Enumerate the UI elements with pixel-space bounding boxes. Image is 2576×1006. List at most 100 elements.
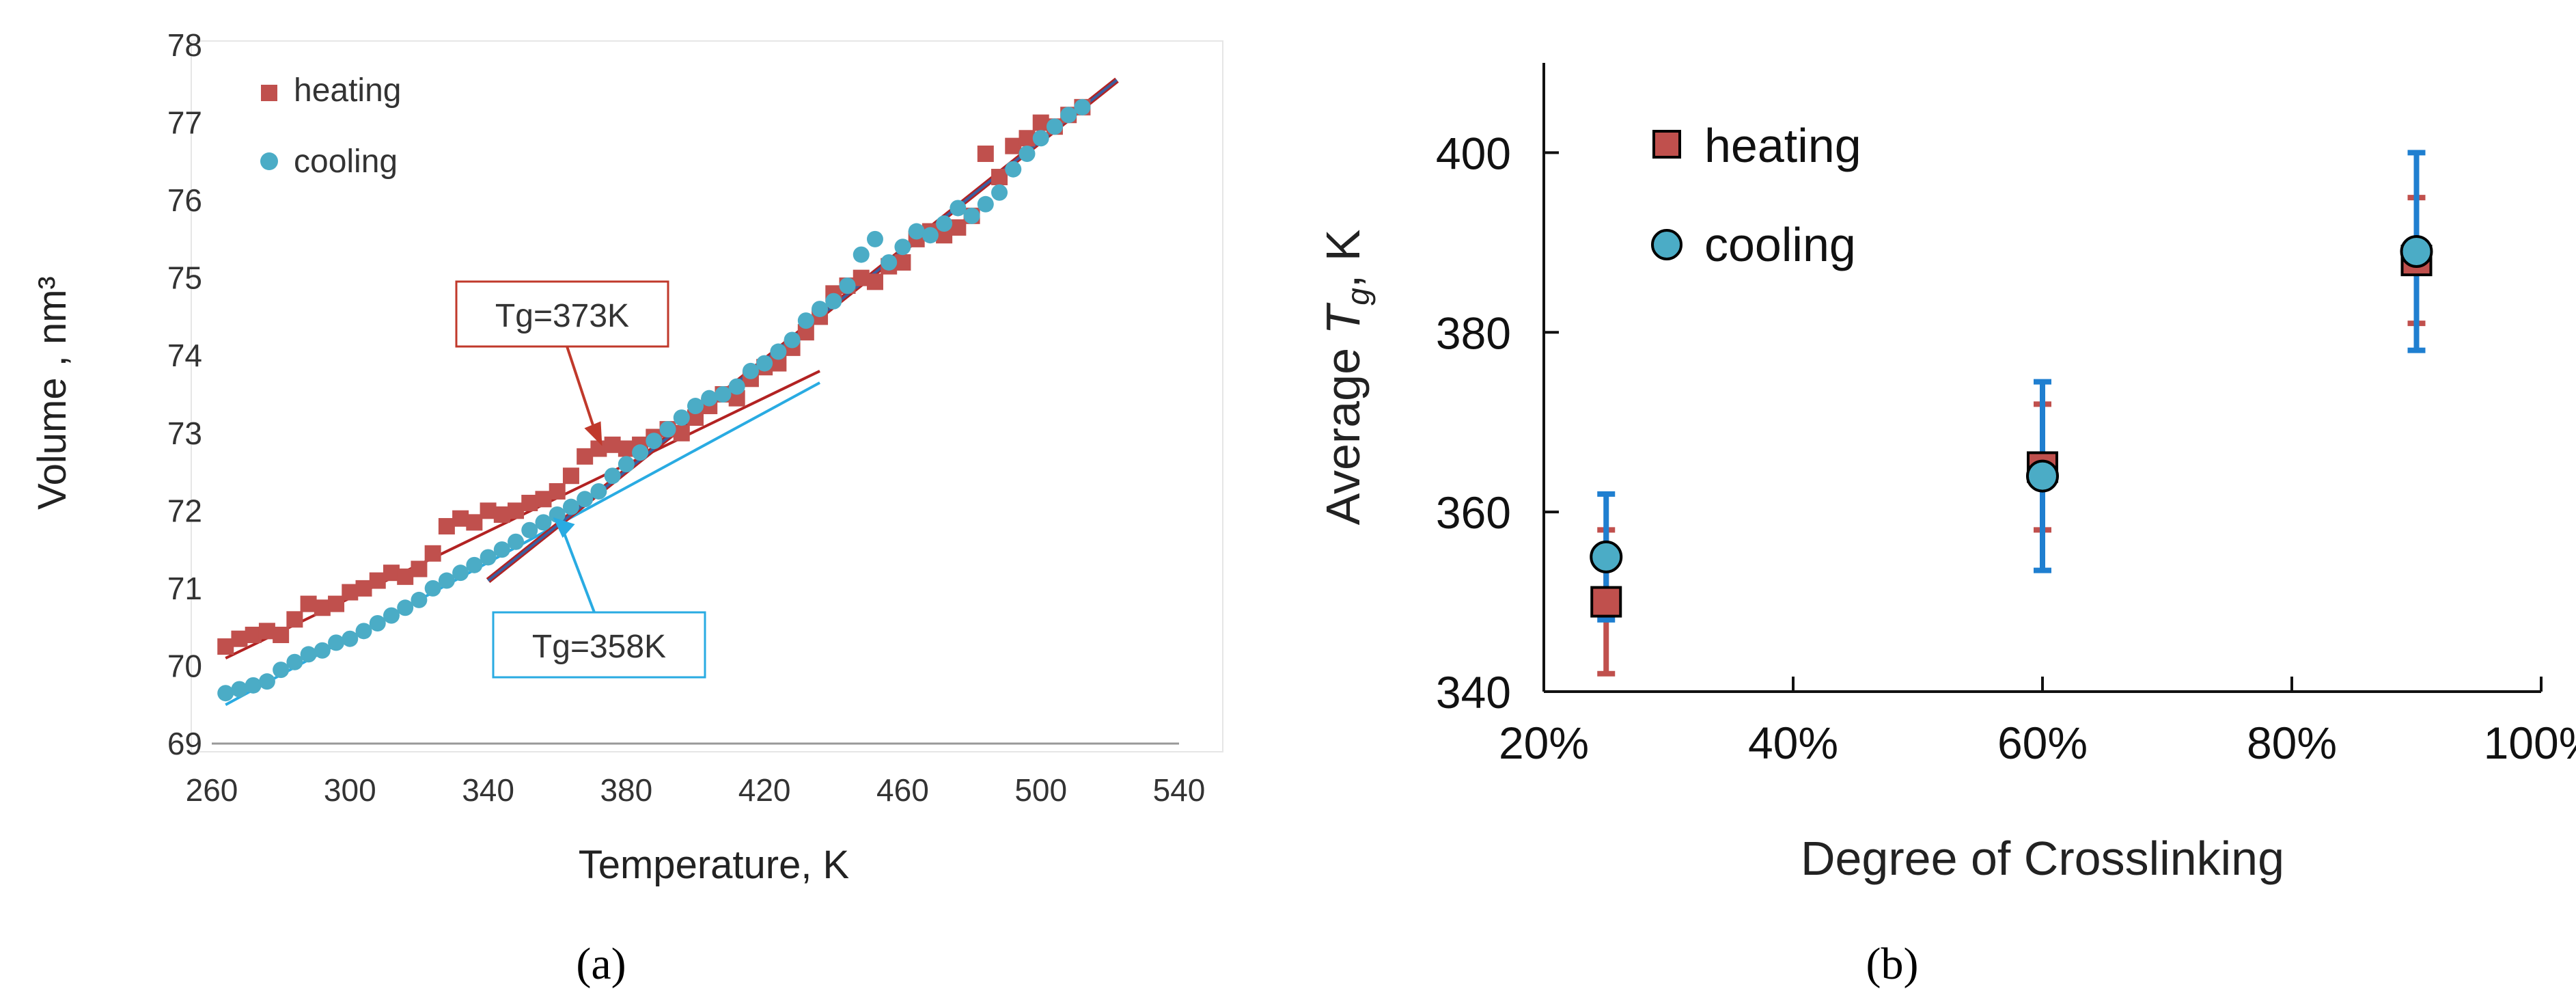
heating-point [245,627,262,644]
cooling-point [756,355,773,372]
panel-a-y-tick-label: 74 [167,338,202,373]
heating-point [328,595,345,612]
panel-a-x-tick-label: 540 [1153,772,1206,808]
cooling-point [659,421,676,438]
panel-a-x-tick-label: 460 [876,772,929,808]
panel-b-x-tick-label: 20% [1499,718,1589,768]
cooling-point [258,673,275,690]
cooling-point [1074,98,1091,115]
panel-a-x-axis-label: Temperature, K [579,843,850,887]
panel-a-y-tick-label: 71 [167,571,202,606]
cooling-point [590,482,607,500]
cooling-point [922,227,939,244]
cooling-point [383,607,400,624]
heating-point [438,518,455,535]
panel-b-chart: 20% 40% 60% 80% 100% 340 360 380 400 heating co… [1316,63,2576,989]
cooling-point [728,378,745,395]
heating-point [673,424,690,441]
cooling-point [894,239,911,256]
cooling-point [646,433,663,450]
cooling-point [300,646,317,663]
panel-a-caption: (a) [576,939,626,989]
tg-cooling-arrowhead [553,517,575,539]
cooling-point [424,580,441,597]
tg-cooling-callout-box [492,611,706,679]
cooling-point [812,301,829,318]
cooling-point [701,390,718,407]
cooling-point [286,653,303,670]
panel-a-legend: heating cooling [260,72,401,180]
heating-point [508,502,525,519]
panel-a-y-tick-label: 76 [167,182,202,218]
panel-a-y-tick-label: 72 [167,493,202,528]
cooling-point [342,630,359,647]
heating-point [466,514,483,531]
y-label-suffix: , K [1316,230,1370,288]
cooling-point [881,254,898,271]
heating-point [355,580,372,597]
cooling-point [217,685,234,702]
cooling-point [825,293,842,310]
panel-b-caption: (b) [1866,939,1919,989]
cooling-point [411,591,428,608]
heating-point [535,491,552,508]
legend-b-heating-marker [1652,130,1681,159]
heating-point [452,510,469,527]
cooling-point [1032,130,1049,147]
heating-point [618,440,635,457]
cooling-point [466,556,483,573]
heating-point [369,572,386,589]
cooling-point [562,498,579,515]
cooling-point [355,623,372,640]
legend-b-heating-label: heating [1704,119,1861,172]
heating-point [549,482,566,500]
tg-heating-callout-arrow [566,346,598,437]
heating-point [1032,114,1049,131]
heating-point [950,219,967,236]
cooling-point [1005,161,1022,178]
cooling-point [577,491,594,508]
panel-a-chart: 260 300 340 380 420 460 500 540 69 70 71 72 73 74 75 7… [30,27,1223,989]
cooling-point [1060,107,1077,124]
cooling-point [480,549,497,566]
legend-cooling-marker [260,152,278,170]
y-label-prefix: Average [1316,335,1370,526]
panel-b-x-tick-label: 80% [2247,718,2337,768]
heating-point [424,545,441,562]
cooling-point [1019,145,1036,162]
panel-a-y-tick-label: 73 [167,416,202,451]
cooling-point [438,572,455,589]
cooling-point [314,642,331,659]
heating-point [314,599,331,616]
tg-heating-callout-box [455,280,669,348]
cooling-point [866,230,883,247]
panel-a-y-axis-label: Volume , nm³ [30,276,74,510]
panel-b-x-tick-label: 40% [1748,718,1838,768]
cooling-point [452,565,469,582]
heating-point [521,494,538,511]
panel-a-x-tick-label: 300 [324,772,376,808]
heating-point [383,565,400,582]
cooling-point [770,343,787,360]
heating-point [493,506,510,524]
panel-a-x-tick-label: 380 [600,772,652,808]
legend-heating-marker [261,85,277,101]
heating-mean-point [1590,586,1622,618]
panel-b-x-tick-label: 60% [1997,718,2088,768]
panel-a-x-tick-label: 260 [186,772,238,808]
heating-point [577,448,594,465]
cooling-point [618,456,635,473]
cooling-point [853,246,870,263]
cooling-point [397,599,414,616]
heating-point [411,560,428,577]
cooling-point [963,207,980,224]
heating-point [258,623,275,640]
panel-a-y-tick-label: 69 [167,726,202,761]
legend-b-cooling-label: cooling [1704,218,1856,271]
heating-point [286,611,303,628]
heating-point [1005,137,1022,154]
heating-point [853,269,870,286]
tg-heating-arrowhead [584,421,603,446]
heating-point [894,254,911,271]
